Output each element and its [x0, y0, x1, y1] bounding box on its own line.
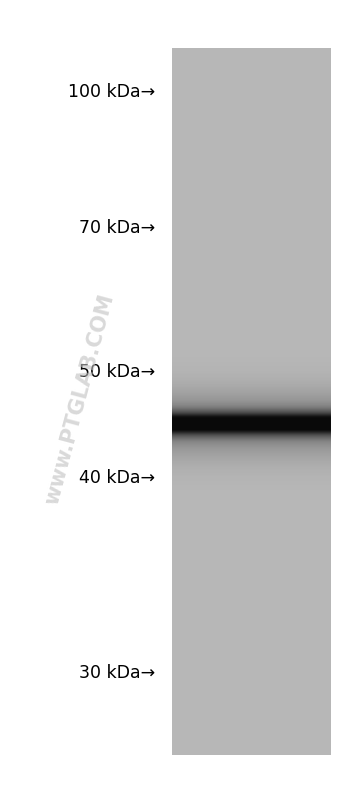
Text: 100 kDa→: 100 kDa→ — [68, 83, 155, 101]
Text: 50 kDa→: 50 kDa→ — [79, 363, 155, 380]
Text: 30 kDa→: 30 kDa→ — [79, 664, 155, 682]
Text: 40 kDa→: 40 kDa→ — [79, 469, 155, 487]
Text: www.PTGLAB.COM: www.PTGLAB.COM — [42, 292, 118, 507]
Text: 70 kDa→: 70 kDa→ — [79, 219, 155, 237]
